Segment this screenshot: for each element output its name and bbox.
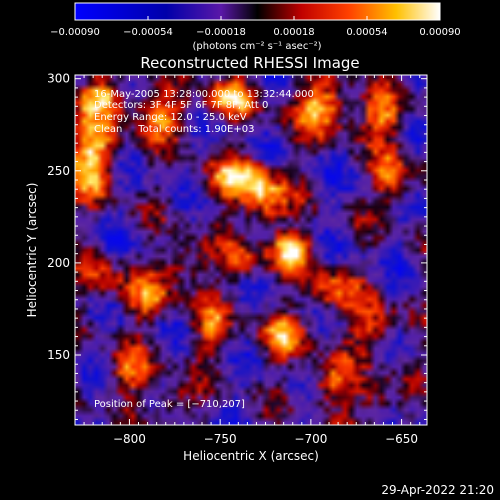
colorbar-tick-label: 0.00090 bbox=[419, 27, 460, 38]
timestamp: 29-Apr-2022 21:20 bbox=[381, 483, 494, 497]
x-tick-label: −750 bbox=[204, 432, 237, 446]
chart-title: Reconstructed RHESSI Image bbox=[140, 54, 359, 72]
colorbar-tick-label: −0.00054 bbox=[123, 27, 173, 38]
plot-frame bbox=[74, 74, 428, 426]
annotation-time-range: 16-May-2005 13:28:00.000 to 13:32:44.000 bbox=[94, 89, 314, 100]
annotation-detectors: Detectors: 3F 4F 5F 6F 7F 8F, Att 0 bbox=[94, 100, 268, 111]
colorbar-tick-label: −0.00090 bbox=[50, 27, 100, 38]
y-tick-label: 150 bbox=[47, 348, 70, 362]
axes: −800 −750 −700 −650 150 200 250 300 bbox=[47, 72, 427, 446]
colorbar: −0.00090 −0.00054 −0.00018 0.00018 0.00054 0.… bbox=[50, 2, 461, 52]
colorbar-tick-label: 0.00054 bbox=[346, 27, 387, 38]
x-tick-label: −800 bbox=[113, 432, 146, 446]
x-tick-label: −700 bbox=[294, 432, 327, 446]
colorbar-gradient bbox=[74, 2, 441, 21]
y-tick-label: 200 bbox=[47, 256, 70, 270]
colorbar-units: (photons cm⁻² s⁻¹ asec⁻²) bbox=[192, 41, 321, 52]
colorbar-tick-label: −0.00018 bbox=[196, 27, 246, 38]
y-tick-label: 300 bbox=[47, 72, 70, 86]
y-axis-label: Heliocentric Y (arcsec) bbox=[25, 183, 39, 318]
annotation-peak-position: Position of Peak = [−710,207] bbox=[94, 399, 245, 410]
info-annotations: 16-May-2005 13:28:00.000 to 13:32:44.000… bbox=[94, 89, 314, 410]
colorbar-ticks: −0.00090 −0.00054 −0.00018 0.00018 0.00054 0.… bbox=[50, 16, 461, 38]
heatmap-image bbox=[75, 75, 427, 425]
annotation-counts: Clean Total counts: 1.90E+03 bbox=[94, 124, 254, 135]
colorbar-tick-label: 0.00018 bbox=[273, 27, 314, 38]
x-axis-label: Heliocentric X (arcsec) bbox=[183, 449, 319, 463]
y-tick-label: 250 bbox=[47, 164, 70, 178]
x-tick-label: −650 bbox=[385, 432, 418, 446]
heatmap-raster bbox=[75, 75, 427, 425]
annotation-energy-range: Energy Range: 12.0 - 25.0 keV bbox=[94, 112, 247, 123]
